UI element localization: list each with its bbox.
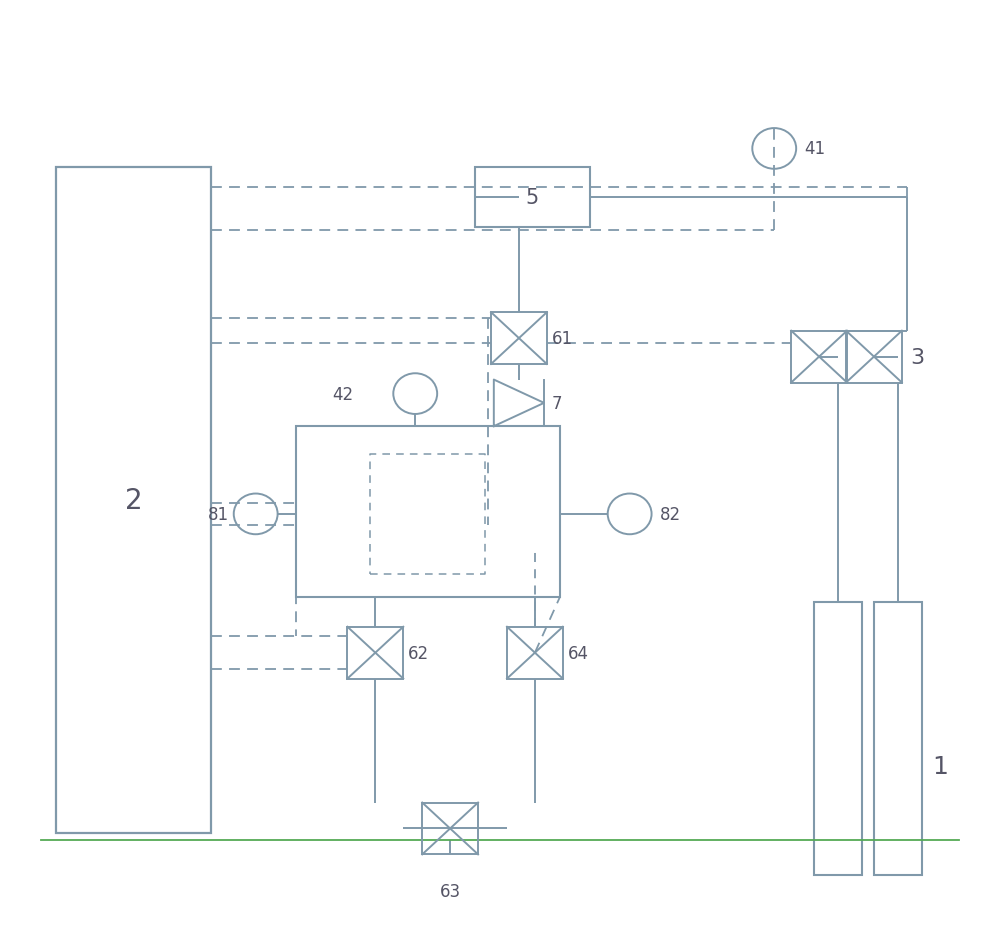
Text: 62: 62 bbox=[408, 644, 429, 662]
Bar bbox=[56, 168, 211, 833]
Bar bbox=[475, 168, 590, 228]
Text: 7: 7 bbox=[552, 394, 562, 413]
Text: 63: 63 bbox=[440, 883, 461, 900]
Text: 82: 82 bbox=[660, 505, 681, 524]
Bar bbox=[347, 627, 403, 679]
Text: 3: 3 bbox=[910, 348, 924, 367]
Bar bbox=[846, 331, 902, 383]
Text: 81: 81 bbox=[208, 505, 229, 524]
Text: 42: 42 bbox=[332, 386, 353, 403]
Text: 5: 5 bbox=[526, 188, 539, 208]
Text: 61: 61 bbox=[552, 330, 573, 348]
Text: 64: 64 bbox=[568, 644, 589, 662]
Bar bbox=[296, 426, 560, 598]
Bar bbox=[791, 331, 847, 383]
Bar bbox=[507, 627, 563, 679]
Bar bbox=[874, 603, 922, 875]
Text: 41: 41 bbox=[804, 140, 825, 159]
Bar bbox=[814, 603, 862, 875]
Bar bbox=[491, 312, 547, 364]
Bar bbox=[422, 803, 478, 855]
Text: 1: 1 bbox=[932, 754, 948, 778]
Text: 2: 2 bbox=[125, 487, 142, 514]
